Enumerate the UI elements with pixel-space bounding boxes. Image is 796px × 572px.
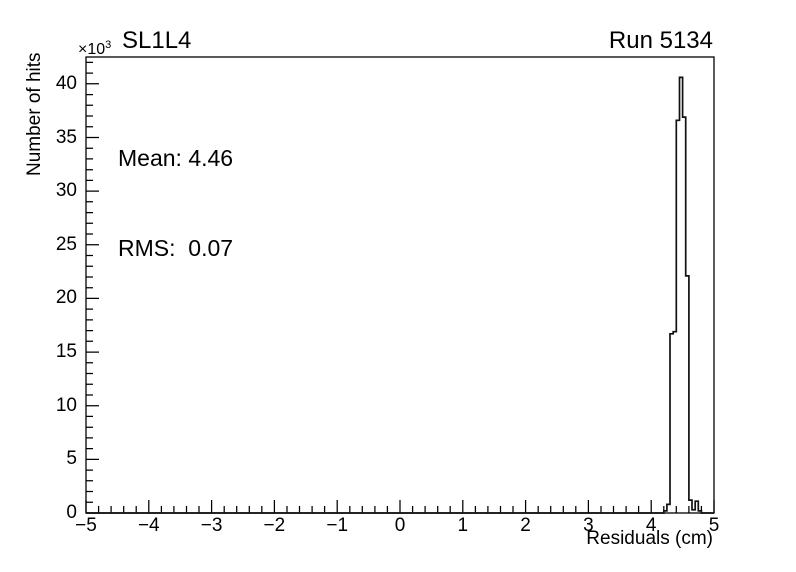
histogram-title: SL1L4 xyxy=(122,27,192,54)
y-axis-title: Number of hits xyxy=(24,52,45,176)
x-tick-label: −2 xyxy=(263,515,286,536)
x-tick-label: 2 xyxy=(520,515,531,536)
y-tick-label: 40 xyxy=(55,72,77,94)
y-tick-label: 5 xyxy=(66,448,77,470)
y-tick-label: 35 xyxy=(55,126,77,148)
run-number-label: Run 5134 xyxy=(608,27,713,54)
power-base: ×10 xyxy=(78,41,106,58)
axis-ticks xyxy=(85,61,715,514)
x-axis-title: Residuals (cm) xyxy=(586,528,713,549)
x-tick-label: 4 xyxy=(645,515,657,536)
x-tick-label: 1 xyxy=(457,515,469,536)
y-tick-label: 15 xyxy=(55,341,77,363)
y-tick-label: 10 xyxy=(55,394,77,416)
x-tick-label: −1 xyxy=(326,515,349,536)
y-axis-power-label: ×103 xyxy=(78,37,111,58)
x-tick-label: 3 xyxy=(583,515,594,536)
x-tick-label: 5 xyxy=(708,515,720,536)
stats-box: Mean: 4.46 RMS: 0.07 xyxy=(118,83,233,323)
y-tick-label: 30 xyxy=(55,180,77,202)
x-tick-label: 0 xyxy=(394,515,406,536)
x-tick-label: −5 xyxy=(75,515,97,536)
y-tick-label: 20 xyxy=(55,287,77,309)
histogram-line xyxy=(86,76,714,514)
y-tick-label: 0 xyxy=(66,502,77,523)
stats-rms: RMS: 0.07 xyxy=(118,235,234,261)
power-exponent: 3 xyxy=(105,39,112,51)
y-tick-label: 25 xyxy=(55,233,77,255)
x-tick-label: −4 xyxy=(137,515,160,536)
x-tick-label: −3 xyxy=(200,515,223,536)
stats-mean: Mean: 4.46 xyxy=(118,145,234,171)
